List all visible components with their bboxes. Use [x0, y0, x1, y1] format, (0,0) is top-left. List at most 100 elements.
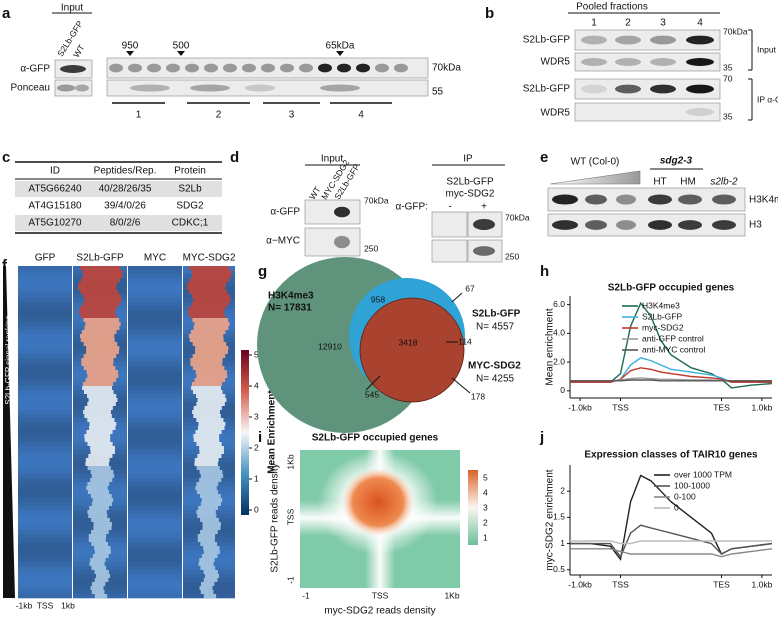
- legend-label: myc-SDG2: [642, 322, 684, 332]
- label: 1: [254, 473, 259, 483]
- heatmap-row: [128, 458, 182, 463]
- label: 70kDa: [505, 212, 530, 222]
- heatmap-row: [128, 310, 182, 315]
- x-tick-label: 1.0kb: [752, 579, 773, 589]
- heatmap-row: [18, 442, 72, 447]
- heatmap-signal: [199, 478, 222, 483]
- heatmap-signal: [87, 482, 110, 487]
- label: H3K4me3: [749, 195, 778, 206]
- heatmap-signal: [94, 546, 111, 551]
- heatmap-signal: [198, 562, 214, 567]
- heatmap-row: [18, 470, 72, 475]
- heatmap-row: [18, 406, 72, 411]
- heatmap-row: [18, 542, 72, 547]
- band: [648, 194, 672, 205]
- heatmap-signal: [197, 538, 215, 543]
- heatmap-row: [128, 590, 182, 595]
- band: [245, 84, 275, 92]
- heatmap-row: [18, 322, 72, 327]
- heatmap-signal: [86, 486, 108, 491]
- heatmap-row: [18, 570, 72, 575]
- y-tick-label: 0: [560, 385, 565, 395]
- heatmap-signal: [200, 474, 224, 479]
- table-header: Peptides/Rep.: [94, 166, 157, 177]
- heatmap-signal: [80, 278, 120, 283]
- heatmap-signal: [94, 578, 109, 583]
- label: 500: [173, 41, 190, 52]
- heatmap-row: [128, 566, 182, 571]
- heatmap-row: [128, 402, 182, 407]
- band: [585, 194, 607, 205]
- heatmap-signal: [90, 586, 104, 591]
- rule: [451, 377, 471, 394]
- marker-arrow: [126, 51, 134, 56]
- rule: [365, 375, 381, 391]
- heatmap-row: [128, 278, 182, 283]
- heatmap-signal: [197, 514, 217, 519]
- heatmap-signal: [84, 438, 111, 443]
- label: TSS: [37, 600, 54, 610]
- band: [615, 35, 641, 45]
- heatmap-signal: [195, 350, 228, 355]
- x-tick-label: -1.0kb: [568, 579, 592, 589]
- band: [242, 63, 256, 73]
- heatmap-row: [18, 410, 72, 415]
- heatmap-signal: [203, 578, 218, 583]
- heatmap-row: [18, 310, 72, 315]
- heatmap-signal: [189, 306, 226, 311]
- heatmap-row: [128, 390, 182, 395]
- heatmap-signal: [200, 518, 219, 523]
- label: Input: [757, 44, 777, 54]
- y-tick-label: 4.0: [553, 328, 565, 338]
- heatmap-signal: [203, 594, 217, 599]
- heatmap-row: [18, 506, 72, 511]
- label: GFP: [35, 253, 56, 264]
- panel-letter: e: [540, 149, 548, 166]
- heatmap-signal: [191, 386, 221, 391]
- band: [712, 194, 736, 205]
- heatmap-signal: [84, 414, 112, 419]
- heatmap-signal: [80, 314, 117, 319]
- label: -1kb: [16, 600, 33, 610]
- panel-letter: a: [2, 5, 11, 22]
- heatmap-signal: [191, 382, 223, 387]
- heatmap-signal: [199, 450, 224, 455]
- legend-label: over 1000 TPM: [674, 469, 732, 479]
- heatmap-signal: [189, 338, 224, 343]
- heatmap-row: [128, 578, 182, 583]
- band: [650, 35, 676, 45]
- blot: [574, 102, 721, 122]
- label: H3K4me3: [268, 291, 314, 302]
- x-tick-label: -1.0kb: [568, 402, 592, 412]
- heatmap-row: [128, 438, 182, 443]
- legend-label: anti-GFP control: [642, 333, 704, 343]
- label: 3: [483, 502, 488, 512]
- heatmap-signal: [84, 390, 114, 395]
- y-tick-label: 1: [560, 538, 565, 548]
- heatmap-row: [128, 354, 182, 359]
- table-cell: AT5G66240: [28, 184, 82, 195]
- heatmap-row: [18, 430, 72, 435]
- heatmap-row: [18, 354, 72, 359]
- label: S2Lb-GFP: [446, 177, 494, 188]
- heatmap-row: [128, 526, 182, 531]
- heatmap-row: [128, 450, 182, 455]
- heatmap-signal: [197, 426, 225, 431]
- label: 55: [432, 87, 444, 98]
- heatmap-signal: [90, 558, 106, 563]
- heatmap-signal: [200, 542, 218, 547]
- band: [615, 58, 641, 66]
- heatmap-row: [18, 514, 72, 519]
- legend-label: S2Lb-GFP: [642, 311, 682, 321]
- table-cell: 8/0/2/6: [110, 218, 141, 229]
- label: WDR5: [541, 57, 571, 68]
- band: [334, 206, 350, 218]
- band: [204, 63, 218, 73]
- heatmap-signal: [87, 510, 107, 515]
- heatmap-signal: [85, 322, 121, 327]
- label: MYC-SDG2: [183, 253, 236, 264]
- heatmap-row: [128, 478, 182, 483]
- heatmap-row: [18, 502, 72, 507]
- heatmap-signal: [84, 298, 122, 303]
